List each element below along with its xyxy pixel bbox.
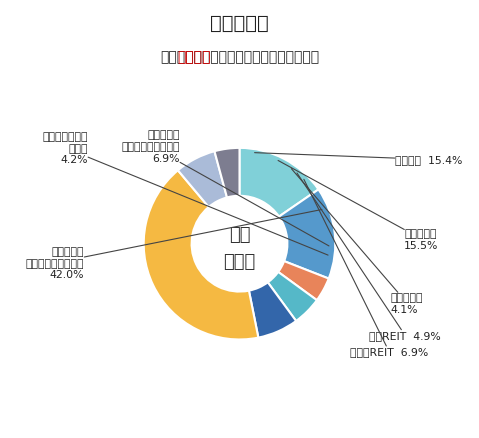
Wedge shape bbox=[249, 283, 296, 338]
Text: 成長タイプ: 成長タイプ bbox=[210, 14, 269, 32]
Text: 先進国株式
15.5%: 先進国株式 15.5% bbox=[278, 161, 439, 250]
Text: コールローン、
その他
4.2%: コールローン、 その他 4.2% bbox=[43, 132, 328, 255]
Wedge shape bbox=[268, 272, 317, 321]
Text: 成長: 成長 bbox=[229, 226, 250, 244]
Text: 新興国債券
（為替ヘッジあり）
6.9%: 新興国債券 （為替ヘッジあり） 6.9% bbox=[122, 130, 329, 246]
Text: 先進国債券
（為替ヘッジあり）
42.0%: 先進国債券 （為替ヘッジあり） 42.0% bbox=[26, 210, 322, 280]
Text: 国内REIT  4.9%: 国内REIT 4.9% bbox=[297, 173, 441, 340]
Text: 国内株式  15.4%: 国内株式 15.4% bbox=[255, 153, 462, 165]
Wedge shape bbox=[144, 171, 258, 340]
Text: 新興国株式
4.1%: 新興国株式 4.1% bbox=[291, 169, 423, 314]
Text: 中長期的: 中長期的 bbox=[177, 50, 211, 64]
Text: 先進国REIT  6.9%: 先進国REIT 6.9% bbox=[304, 180, 428, 356]
Wedge shape bbox=[278, 261, 329, 300]
Text: 信託財産の中長期的な成長を重視します。: 信託財産の中長期的な成長を重視します。 bbox=[160, 50, 319, 64]
Wedge shape bbox=[240, 148, 319, 217]
Wedge shape bbox=[178, 152, 227, 208]
Wedge shape bbox=[215, 148, 240, 198]
Wedge shape bbox=[279, 190, 335, 279]
Text: タイプ: タイプ bbox=[223, 252, 256, 270]
